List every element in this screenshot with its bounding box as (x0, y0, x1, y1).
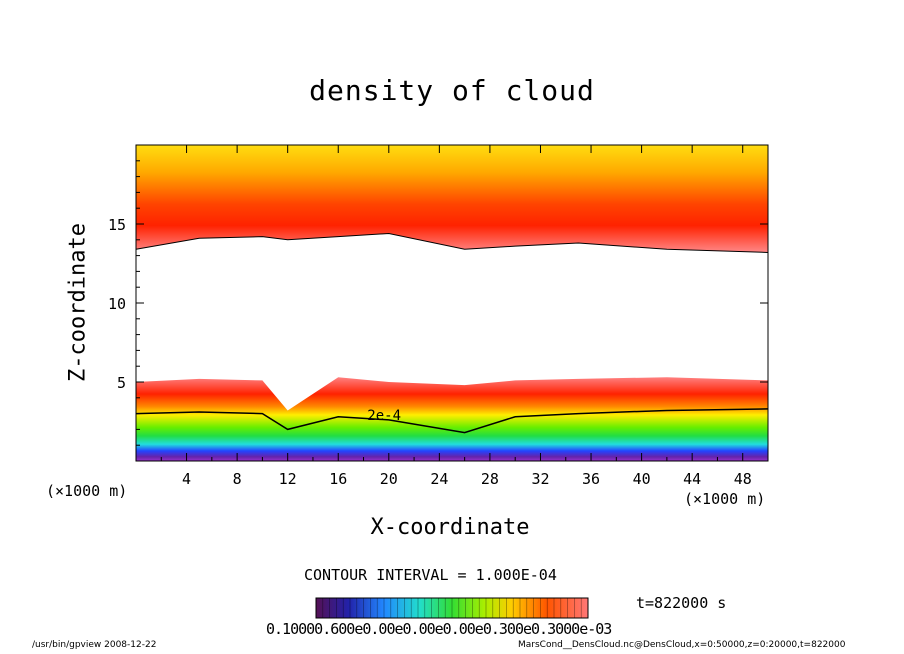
x-tick-label: 20 (380, 470, 398, 488)
upper-cloud-layer (136, 145, 768, 253)
upper-layer-contour (135, 232, 769, 253)
x-tick-label: 16 (329, 470, 347, 488)
footer-left: /usr/bin/gpview 2008-12-22 (32, 640, 157, 650)
x-tick-label: 12 (279, 470, 297, 488)
x-tick-label: 32 (531, 470, 549, 488)
chart-title: density of cloud (309, 74, 595, 107)
x-tick-label: 8 (233, 470, 242, 488)
colorbar-ticks (322, 598, 582, 618)
x-tick-label: 36 (582, 470, 600, 488)
contour-label: 2e-4 (367, 408, 401, 424)
x-tick-label: 4 (182, 470, 191, 488)
x-axis-title: X-coordinate (370, 515, 530, 540)
y-tick-label: 15 (108, 216, 126, 234)
lower-cloud-layer (136, 377, 768, 461)
footer-right: MarsCond__DensCloud.nc@DensCloud,x=0:500… (518, 640, 846, 650)
y-axis-title: Z-coordinate (65, 223, 91, 382)
x-tick-label: 40 (633, 470, 651, 488)
contour-interval: CONTOUR INTERVAL = 1.000E-04 (304, 566, 557, 584)
contour-2e-4 (135, 408, 769, 434)
plot-layers: 2e-4 (135, 145, 769, 461)
y-tick-label: 10 (108, 295, 126, 313)
x-unit-label: (×1000 m) (684, 490, 766, 508)
x-tick-label: 44 (683, 470, 701, 488)
y-tick-label: 5 (117, 374, 126, 392)
time-label: t=822000 s (636, 594, 727, 612)
x-tick-label: 48 (734, 470, 752, 488)
x-tick-label: 24 (430, 470, 448, 488)
z-unit-label: (×1000 m) (46, 482, 128, 500)
x-tick-label: 28 (481, 470, 499, 488)
colorbar-labels: 0.10000.600e0.00e0.00e0.00e0.300e0.3000e… (266, 620, 612, 638)
